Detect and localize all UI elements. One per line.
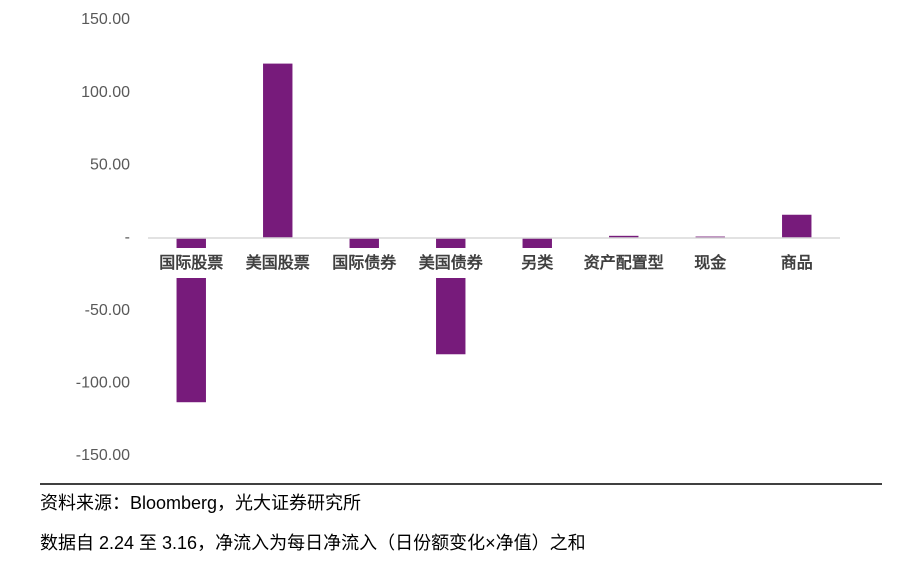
bar bbox=[522, 238, 552, 249]
bar bbox=[609, 235, 639, 238]
label-background bbox=[669, 248, 752, 278]
bar bbox=[349, 238, 379, 249]
x-tick-label: 国际股票 bbox=[159, 254, 223, 272]
x-tick-label: 另类 bbox=[521, 253, 554, 272]
label-background bbox=[582, 248, 665, 278]
x-tick-label: 国际债券 bbox=[332, 253, 397, 272]
data-note: 数据自 2.24 至 3.16，净流入为每日净流入（日份额变化×净值）之和 bbox=[40, 533, 586, 553]
x-tick-label: 商品 bbox=[781, 253, 813, 272]
x-tick-label: 资产配置型 bbox=[584, 253, 664, 272]
source-note: 资料来源：Bloomberg，光大证券研究所 bbox=[40, 493, 361, 513]
label-background bbox=[323, 248, 406, 278]
y-tick-label: -100.00 bbox=[76, 375, 130, 392]
label-background bbox=[409, 248, 492, 278]
y-tick-label: - bbox=[125, 229, 130, 246]
bar bbox=[263, 63, 293, 238]
label-background bbox=[755, 248, 838, 278]
x-tick-label: 现金 bbox=[694, 253, 727, 272]
y-tick-label: 100.00 bbox=[81, 84, 130, 101]
label-background bbox=[236, 248, 319, 278]
y-tick-label: 150.00 bbox=[81, 11, 130, 28]
y-tick-label: -50.00 bbox=[85, 302, 130, 319]
x-tick-label: 美国股票 bbox=[246, 253, 310, 272]
bar bbox=[782, 214, 812, 238]
x-tick-label: 美国债券 bbox=[419, 253, 484, 272]
label-background bbox=[496, 248, 579, 278]
y-tick-label: -150.00 bbox=[76, 447, 130, 464]
y-tick-label: 50.00 bbox=[90, 157, 130, 174]
label-background bbox=[150, 248, 233, 278]
